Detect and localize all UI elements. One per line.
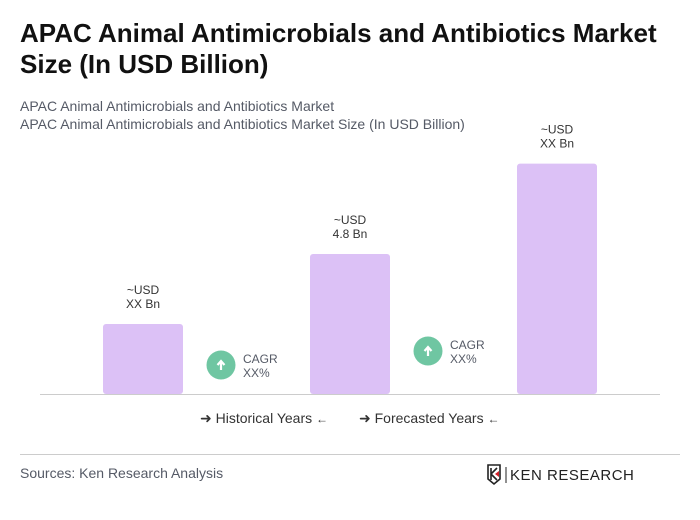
cagr-value: XX% bbox=[243, 366, 270, 380]
data-label: XX Bn bbox=[540, 137, 574, 151]
cagr-label: CAGR bbox=[450, 338, 485, 352]
subtitle: APAC Animal Antimicrobials and Antibioti… bbox=[20, 98, 335, 114]
divider bbox=[20, 454, 680, 455]
legend-historical-label: Historical Years bbox=[215, 410, 313, 426]
data-label: XX Bn bbox=[126, 297, 160, 311]
legend-historical: ➜ Historical Years ← bbox=[200, 410, 329, 426]
cagr-label: CAGR bbox=[243, 352, 278, 366]
arrow-up-icon bbox=[216, 359, 226, 370]
ken-research-logo: KEN RESEARCH bbox=[487, 464, 634, 486]
bar bbox=[103, 324, 183, 394]
data-label: 4.8 Bn bbox=[333, 227, 368, 241]
legend-forecasted-label: Forecasted Years bbox=[374, 410, 484, 426]
data-label: ~USD bbox=[334, 213, 367, 227]
source-note: Sources: Ken Research Analysis bbox=[20, 465, 224, 481]
page-title: APAC Animal Antimicrobials and Antibioti… bbox=[20, 18, 657, 79]
legend-forecasted: ➜ Forecasted Years ← bbox=[359, 410, 500, 426]
subtitle-2: APAC Animal Antimicrobials and Antibioti… bbox=[20, 116, 465, 132]
bar bbox=[517, 163, 597, 394]
data-label: ~USD bbox=[541, 123, 574, 137]
cagr-value: XX% bbox=[450, 352, 477, 366]
arrow-up-icon bbox=[423, 345, 433, 356]
svg-text:KEN RESEARCH: KEN RESEARCH bbox=[510, 467, 634, 484]
bar bbox=[310, 254, 390, 394]
data-label: ~USD bbox=[127, 283, 160, 297]
